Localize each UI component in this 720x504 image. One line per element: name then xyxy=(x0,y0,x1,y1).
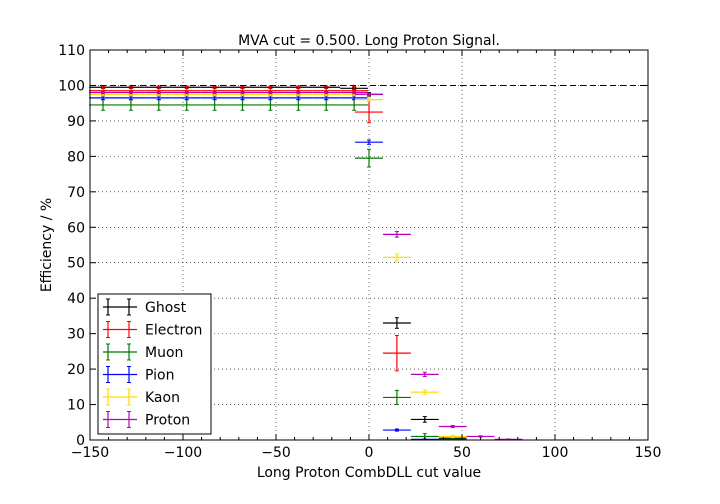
series-proton xyxy=(89,90,523,441)
data-point xyxy=(382,317,411,329)
legend-entry-kaon: Kaon xyxy=(103,388,180,406)
y-tick-label: 110 xyxy=(58,43,85,59)
ticks: −150 −100 −50 0 50 100 150 0 10 20 30 40 50 60 70 80 90 1… xyxy=(58,43,661,461)
legend-box xyxy=(97,293,212,435)
legend-entry-ghost: Ghost xyxy=(103,298,187,316)
legend-entry-proton: Proton xyxy=(103,411,190,429)
data-point xyxy=(410,389,439,395)
series-muon xyxy=(89,99,467,441)
data-point xyxy=(466,435,495,438)
data-point xyxy=(355,148,383,168)
data-point xyxy=(200,90,229,95)
data-point xyxy=(410,371,439,378)
legend: Ghost Electron Muon Pion Kaon Proton xyxy=(97,293,212,435)
chart-title: MVA cut = 0.500. Long Proton Signal. xyxy=(238,33,500,49)
legend-label: Muon xyxy=(145,345,183,361)
data-point xyxy=(382,389,411,406)
x-tick-label: 100 xyxy=(542,445,569,461)
y-tick-label: 80 xyxy=(67,149,85,165)
y-tick-label: 60 xyxy=(67,220,85,236)
legend-label: Proton xyxy=(145,413,190,429)
x-tick-label: −100 xyxy=(164,445,202,461)
x-tick-label: 0 xyxy=(365,445,374,461)
x-tick-label: −150 xyxy=(71,445,109,461)
legend-label: Kaon xyxy=(145,390,180,406)
y-tick-label: 90 xyxy=(67,114,85,130)
series-group xyxy=(89,85,523,441)
y-tick-label: 50 xyxy=(67,256,85,272)
data-point xyxy=(116,90,145,95)
data-point xyxy=(312,90,341,95)
legend-label: Electron xyxy=(145,323,202,339)
data-point xyxy=(256,90,285,95)
data-point xyxy=(228,90,257,95)
y-tick-label: 0 xyxy=(76,433,85,449)
data-point xyxy=(382,334,411,372)
y-tick-label: 100 xyxy=(58,78,85,94)
data-point xyxy=(355,139,383,145)
x-tick-label: 150 xyxy=(635,445,662,461)
data-point xyxy=(89,90,117,95)
y-tick-label: 70 xyxy=(67,185,85,201)
legend-entry-electron: Electron xyxy=(103,321,202,339)
data-point xyxy=(144,90,173,95)
data-point xyxy=(355,97,383,102)
y-tick-label: 20 xyxy=(67,362,85,378)
x-tick-label: 50 xyxy=(453,445,471,461)
x-tick-label: −50 xyxy=(261,445,291,461)
y-tick-label: 10 xyxy=(67,398,85,414)
data-point xyxy=(172,90,201,95)
data-point xyxy=(438,424,467,429)
data-point xyxy=(355,92,383,96)
legend-label: Pion xyxy=(145,368,174,384)
data-point xyxy=(340,90,369,95)
y-tick-label: 40 xyxy=(67,291,85,307)
data-point xyxy=(382,253,411,262)
legend-entry-pion: Pion xyxy=(103,366,174,384)
data-point xyxy=(410,416,439,423)
data-point xyxy=(284,90,313,95)
data-point xyxy=(382,428,411,432)
y-tick-label: 30 xyxy=(67,327,85,343)
data-point xyxy=(382,231,411,238)
data-point xyxy=(200,86,229,96)
legend-entry-muon: Muon xyxy=(103,343,183,361)
legend-label: Ghost xyxy=(145,300,187,316)
x-axis-label: Long Proton CombDLL cut value xyxy=(257,465,481,481)
y-axis-label: Efficiency / % xyxy=(39,198,55,292)
